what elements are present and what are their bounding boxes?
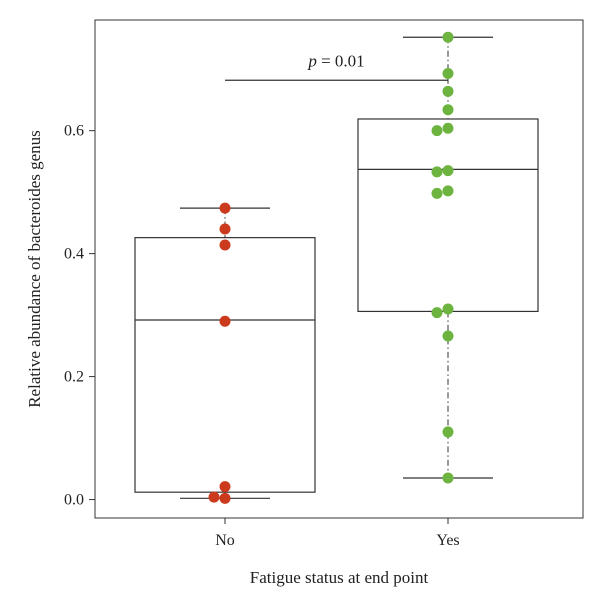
y-axis-title: Relative abundance of bacteroides genus — [25, 130, 44, 408]
data-point — [442, 165, 454, 177]
data-point — [442, 104, 454, 116]
data-point — [219, 492, 231, 504]
data-point — [442, 185, 454, 197]
data-point — [442, 122, 454, 134]
x-tick-label: No — [215, 532, 235, 549]
data-point — [442, 303, 454, 315]
data-point — [442, 85, 454, 97]
data-point — [442, 472, 454, 484]
plot-frame — [94, 19, 584, 519]
x-tick-label: Yes — [436, 532, 459, 549]
data-point — [442, 31, 454, 43]
y-tick-label: 0.0 — [64, 492, 84, 509]
data-points — [208, 31, 454, 504]
data-point — [431, 307, 443, 319]
data-point — [208, 491, 220, 503]
p-value-label: p = 0.01 — [307, 51, 364, 70]
data-point — [431, 187, 443, 199]
data-point — [219, 223, 231, 235]
data-point — [442, 330, 454, 342]
significance-annotation: p = 0.01 — [225, 51, 448, 81]
data-point — [442, 67, 454, 79]
x-axis-title: Fatigue status at end point — [250, 568, 429, 587]
data-point — [431, 166, 443, 178]
data-point — [219, 481, 231, 493]
y-tick-label: 0.2 — [64, 369, 84, 386]
y-tick-label: 0.4 — [64, 246, 84, 263]
x-axis: No Yes — [215, 518, 460, 549]
p-symbol: p — [307, 51, 317, 70]
data-point — [442, 426, 454, 438]
data-point — [431, 125, 443, 137]
data-point — [219, 239, 231, 251]
data-point — [219, 202, 231, 214]
y-axis: 0.0 0.2 0.4 0.6 — [64, 20, 96, 518]
box-iqr — [357, 118, 539, 313]
boxes — [134, 36, 539, 499]
p-value-text: = 0.01 — [317, 51, 365, 70]
box-iqr — [134, 237, 316, 493]
y-tick-label: 0.6 — [64, 123, 84, 140]
data-point — [219, 315, 231, 327]
